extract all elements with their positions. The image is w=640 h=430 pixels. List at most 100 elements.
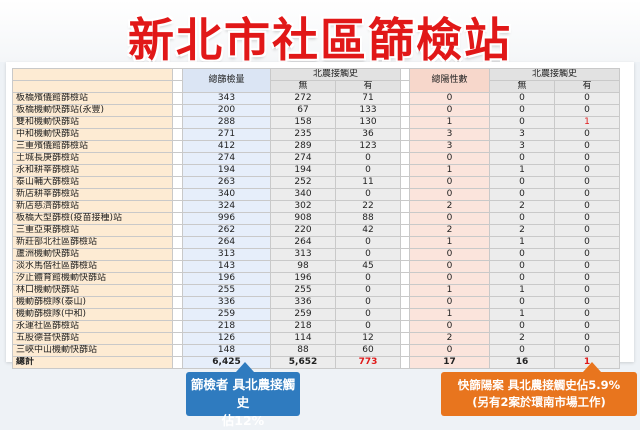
- total-tested: 143: [182, 260, 271, 273]
- site-name: 三峽中山機動快篩站: [12, 344, 173, 357]
- no-contact-count: 88: [270, 344, 336, 357]
- total-tested: 126: [182, 332, 271, 345]
- yes-contact-count: 12: [335, 332, 401, 345]
- total-tested: 218: [182, 320, 271, 333]
- yes-contact-count: 0: [335, 320, 401, 333]
- positive-no-contact: 0: [489, 248, 555, 261]
- table-row: 新店慈濟篩檢站 324 302 22 2 2 0: [12, 200, 620, 213]
- table-row: 林口機動快篩站 255 255 0 1 1 0: [12, 284, 620, 297]
- no-contact-count: 194: [270, 164, 336, 177]
- positive-no-contact: 0: [489, 92, 555, 105]
- yes-contact-count: 36: [335, 128, 401, 141]
- no-contact-count: 908: [270, 212, 336, 225]
- positive-yes-contact: 1: [554, 116, 620, 129]
- positive-no-contact: 16: [489, 356, 555, 369]
- positive-no-contact: 2: [489, 200, 555, 213]
- table-row: 中和機動快篩站 271 235 36 3 3 0: [12, 128, 620, 141]
- page-title: 新北市社區篩檢站: [128, 13, 512, 67]
- no-contact-count: 252: [270, 176, 336, 189]
- positive-no-contact: 0: [489, 116, 555, 129]
- positive-yes-contact: 0: [554, 224, 620, 237]
- positive-yes-contact: 0: [554, 200, 620, 213]
- positive-count: 1: [409, 284, 490, 297]
- table-row: 板橋殯儀館篩檢站 343 272 71 0 0 0: [12, 92, 620, 105]
- yes-contact-count: 130: [335, 116, 401, 129]
- total-tested: 264: [182, 236, 271, 249]
- positive-count: 1: [409, 308, 490, 321]
- positive-count: 0: [409, 320, 490, 333]
- site-name: 新店慈濟篩檢站: [12, 200, 173, 213]
- positive-no-contact: 0: [489, 188, 555, 201]
- positive-yes-contact: 0: [554, 296, 620, 309]
- positive-no-contact: 0: [489, 260, 555, 273]
- site-name: 永和耕莘篩檢站: [12, 164, 173, 177]
- total-tested: 263: [182, 176, 271, 189]
- no-contact-count: 98: [270, 260, 336, 273]
- yes-contact-count: 0: [335, 272, 401, 285]
- positive-no-contact: 0: [489, 320, 555, 333]
- total-positive-header: 總陽性數: [409, 68, 490, 93]
- site-name: 中和機動快篩站: [12, 128, 173, 141]
- table-row: 汐止體育館機動快篩站 196 196 0 0 0 0: [12, 272, 620, 285]
- site-name: 板橋機動快篩站(永豐): [12, 104, 173, 117]
- no-contact-count: 196: [270, 272, 336, 285]
- yes-contact-count: 133: [335, 104, 401, 117]
- positive-no-contact: 0: [489, 212, 555, 225]
- total-tested: 196: [182, 272, 271, 285]
- yes-contact-count: 22: [335, 200, 401, 213]
- positive-yes-contact: 0: [554, 164, 620, 177]
- positive-yes-contact: 0: [554, 176, 620, 189]
- total-tested: 996: [182, 212, 271, 225]
- positive-yes-contact: 0: [554, 332, 620, 345]
- table-row: 雙和機動快篩站 288 158 130 1 0 1: [12, 116, 620, 129]
- no-contact-count: 259: [270, 308, 336, 321]
- positive-no-contact: 2: [489, 332, 555, 345]
- positive-no-contact: 3: [489, 128, 555, 141]
- site-name: 汐止體育館機動快篩站: [12, 272, 173, 285]
- positive-yes-contact: 0: [554, 236, 620, 249]
- positive-yes-contact: 0: [554, 272, 620, 285]
- positive-count: 2: [409, 332, 490, 345]
- positive-count: 1: [409, 116, 490, 129]
- yes-contact-count: 123: [335, 140, 401, 153]
- no-contact-count: 336: [270, 296, 336, 309]
- site-name: 新莊部北社區篩檢站: [12, 236, 173, 249]
- table-row: 三重殯儀館篩檢站 412 289 123 3 3 0: [12, 140, 620, 153]
- no-contact-count: 272: [270, 92, 336, 105]
- yes-contact-count: 0: [335, 284, 401, 297]
- screening-table: 總篩檢量 北農接觸史 總陽性數 北農接觸史 無 有 無 有 板橋殯儀館篩檢站 34…: [12, 68, 620, 369]
- table-row: 新莊部北社區篩檢站 264 264 0 1 1 0: [12, 236, 620, 249]
- positive-count: 0: [409, 152, 490, 165]
- no-contact-count: 313: [270, 248, 336, 261]
- no-contact-count: 302: [270, 200, 336, 213]
- yes-contact-count: 60: [335, 344, 401, 357]
- no-contact-count: 274: [270, 152, 336, 165]
- positive-ratio-callout: 快篩陽案 具北農接觸史佔5.9% (另有2案於環南市場工作): [441, 362, 637, 416]
- site-name: 土城長庚篩檢站: [12, 152, 173, 165]
- site-name: 泰山輔大篩檢站: [12, 176, 173, 189]
- site-name: 三重亞東篩檢站: [12, 224, 173, 237]
- site-header: [12, 68, 173, 81]
- positive-count: 17: [409, 356, 490, 369]
- positive-count: 2: [409, 224, 490, 237]
- table-row: 永和耕莘篩檢站 194 194 0 1 1 0: [12, 164, 620, 177]
- yes-contact-count: 773: [335, 356, 401, 369]
- positive-count: 1: [409, 164, 490, 177]
- positive-no-contact: 0: [489, 104, 555, 117]
- positive-no-contact: 1: [489, 284, 555, 297]
- site-name: 三重殯儀館篩檢站: [12, 140, 173, 153]
- positive-no-header: 無: [489, 80, 555, 93]
- positive-count: 3: [409, 128, 490, 141]
- site-name: 機動篩檢隊(泰山): [12, 296, 173, 309]
- total-tested: 336: [182, 296, 271, 309]
- no-contact-count: 67: [270, 104, 336, 117]
- positive-no-contact: 0: [489, 296, 555, 309]
- no-contact-count: 114: [270, 332, 336, 345]
- positive-ratio-line2: (另有2案於環南市場工作): [472, 395, 606, 409]
- positive-yes-contact: 0: [554, 344, 620, 357]
- table-row: 土城長庚篩檢站 274 274 0 0 0 0: [12, 152, 620, 165]
- positive-yes-contact: 0: [554, 260, 620, 273]
- total-tested: 313: [182, 248, 271, 261]
- positive-yes-contact: 0: [554, 152, 620, 165]
- positive-yes-contact: 0: [554, 284, 620, 297]
